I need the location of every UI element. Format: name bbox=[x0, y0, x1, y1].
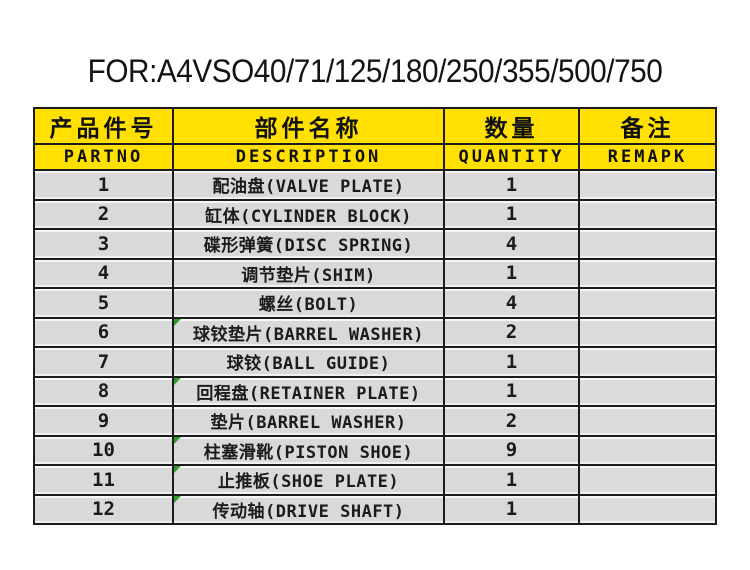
description-cell: 缸体(CYLINDER BLOCK) bbox=[172, 198, 445, 230]
table-row: 7 球铰(BALL GUIDE) 1 bbox=[33, 346, 717, 378]
comment-marker-icon bbox=[175, 378, 181, 385]
quantity-cell: 2 bbox=[443, 316, 580, 348]
quantity-cell: 1 bbox=[443, 375, 580, 407]
remark-cell bbox=[578, 228, 717, 260]
partno-cell: 1 bbox=[33, 169, 174, 201]
table-row: 2 缸体(CYLINDER BLOCK) 1 bbox=[33, 198, 717, 230]
table-row: 8 回程盘(RETAINER PLATE) 1 bbox=[33, 375, 717, 407]
partno-cell: 9 bbox=[33, 405, 174, 437]
table-row: 12 传动轴(DRIVE SHAFT) 1 bbox=[33, 493, 717, 525]
header-row-en: PARTNO DESCRIPTION QUANTITY REMAPK bbox=[33, 143, 717, 171]
header-description-en: DESCRIPTION bbox=[172, 143, 445, 171]
header-remark-en: REMAPK bbox=[578, 143, 717, 171]
remark-cell bbox=[578, 375, 717, 407]
remark-cell bbox=[578, 346, 717, 378]
remark-cell bbox=[578, 257, 717, 289]
quantity-cell: 1 bbox=[443, 493, 580, 525]
description-cell: 配油盘(VALVE PLATE) bbox=[172, 169, 445, 201]
quantity-cell: 2 bbox=[443, 405, 580, 437]
description-text: 缸体(CYLINDER BLOCK) bbox=[205, 206, 412, 227]
header-partno-cn: 产品件号 bbox=[33, 107, 174, 145]
description-cell: 柱塞滑靴(PISTON SHOE) bbox=[172, 434, 445, 466]
description-cell: 球铰(BALL GUIDE) bbox=[172, 346, 445, 378]
description-cell: 回程盘(RETAINER PLATE) bbox=[172, 375, 445, 407]
table-row: 11 止推板(SHOE PLATE) 1 bbox=[33, 464, 717, 496]
description-text: 止推板(SHOE PLATE) bbox=[217, 472, 400, 493]
remark-cell bbox=[578, 434, 717, 466]
partno-cell: 6 bbox=[33, 316, 174, 348]
description-cell: 垫片(BARREL WASHER) bbox=[172, 405, 445, 437]
description-text: 球铰垫片(BARREL WASHER) bbox=[192, 324, 425, 345]
description-cell: 碟形弹簧(DISC SPRING) bbox=[172, 228, 445, 260]
quantity-cell: 1 bbox=[443, 464, 580, 496]
description-cell: 止推板(SHOE PLATE) bbox=[172, 464, 445, 496]
description-cell: 螺丝(BOLT) bbox=[172, 287, 445, 319]
comment-marker-icon bbox=[175, 466, 181, 473]
table-row: 9 垫片(BARREL WASHER) 2 bbox=[33, 405, 717, 437]
quantity-cell: 1 bbox=[443, 257, 580, 289]
table-row: 10 柱塞滑靴(PISTON SHOE) 9 bbox=[33, 434, 717, 466]
quantity-cell: 1 bbox=[443, 169, 580, 201]
description-text: 调节垫片(SHIM) bbox=[241, 265, 376, 286]
partno-cell: 2 bbox=[33, 198, 174, 230]
remark-cell bbox=[578, 316, 717, 348]
partno-cell: 12 bbox=[33, 493, 174, 525]
quantity-cell: 1 bbox=[443, 198, 580, 230]
description-text: 垫片(BARREL WASHER) bbox=[210, 413, 407, 434]
description-text: 配油盘(VALVE PLATE) bbox=[212, 177, 405, 198]
table-row: 1 配油盘(VALVE PLATE) 1 bbox=[33, 169, 717, 201]
table-row: 4 调节垫片(SHIM) 1 bbox=[33, 257, 717, 289]
partno-cell: 11 bbox=[33, 464, 174, 496]
partno-cell: 10 bbox=[33, 434, 174, 466]
description-cell: 调节垫片(SHIM) bbox=[172, 257, 445, 289]
partno-cell: 7 bbox=[33, 346, 174, 378]
remark-cell bbox=[578, 287, 717, 319]
header-description-cn: 部件名称 bbox=[172, 107, 445, 145]
description-cell: 球铰垫片(BARREL WASHER) bbox=[172, 316, 445, 348]
table-row: 3 碟形弹簧(DISC SPRING) 4 bbox=[33, 228, 717, 260]
description-cell: 传动轴(DRIVE SHAFT) bbox=[172, 493, 445, 525]
description-text: 传动轴(DRIVE SHAFT) bbox=[212, 501, 405, 522]
quantity-cell: 9 bbox=[443, 434, 580, 466]
table-row: 6 球铰垫片(BARREL WASHER) 2 bbox=[33, 316, 717, 348]
header-remark-cn: 备注 bbox=[578, 107, 717, 145]
description-text: 螺丝(BOLT) bbox=[258, 295, 359, 316]
description-text: 碟形弹簧(DISC SPRING) bbox=[203, 236, 414, 257]
page-title: FOR:A4VSO40/71/125/180/250/355/500/750 bbox=[87, 53, 663, 89]
remark-cell bbox=[578, 464, 717, 496]
parts-table: 产品件号 部件名称 数量 备注 PARTNO DESCRIPTION QUANT… bbox=[33, 107, 717, 525]
comment-marker-icon bbox=[175, 496, 181, 503]
table-row: 5 螺丝(BOLT) 4 bbox=[33, 287, 717, 319]
description-text: 球铰(BALL GUIDE) bbox=[226, 354, 391, 375]
remark-cell bbox=[578, 169, 717, 201]
header-quantity-en: QUANTITY bbox=[443, 143, 580, 171]
description-text: 柱塞滑靴(PISTON SHOE) bbox=[203, 442, 414, 463]
header-quantity-cn: 数量 bbox=[443, 107, 580, 145]
partno-cell: 5 bbox=[33, 287, 174, 319]
header-row-cn: 产品件号 部件名称 数量 备注 bbox=[33, 107, 717, 145]
comment-marker-icon bbox=[175, 437, 181, 444]
remark-cell bbox=[578, 493, 717, 525]
header-partno-en: PARTNO bbox=[33, 143, 174, 171]
partno-cell: 4 bbox=[33, 257, 174, 289]
quantity-cell: 4 bbox=[443, 287, 580, 319]
remark-cell bbox=[578, 405, 717, 437]
quantity-cell: 4 bbox=[443, 228, 580, 260]
partno-cell: 8 bbox=[33, 375, 174, 407]
comment-marker-icon bbox=[175, 319, 181, 326]
quantity-cell: 1 bbox=[443, 346, 580, 378]
partno-cell: 3 bbox=[33, 228, 174, 260]
remark-cell bbox=[578, 198, 717, 230]
description-text: 回程盘(RETAINER PLATE) bbox=[196, 383, 421, 404]
